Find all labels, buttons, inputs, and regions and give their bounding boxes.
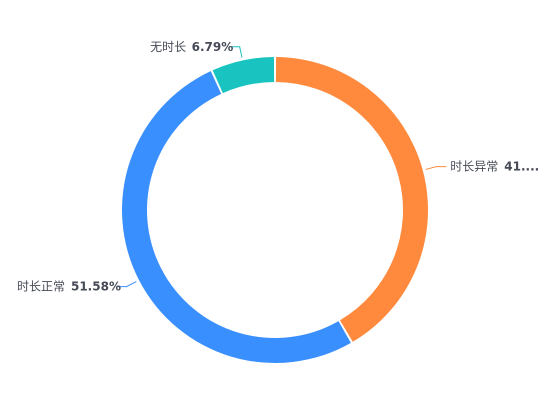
slice-label-name-2: 无时长 (150, 40, 186, 54)
leader-line-0 (425, 166, 447, 170)
slice-label-name-0: 时长异常 (450, 160, 498, 174)
slice-label-1: 时长正常 51.58% (17, 280, 121, 294)
slice-label-name-1: 时长正常 (17, 280, 65, 294)
slice-label-2: 无时长 6.79% (150, 40, 233, 54)
slice-label-pct-0: 41.... (504, 160, 539, 174)
slice-label-pct-1: 51.58% (71, 280, 121, 294)
slice-label-0: 时长异常 41.... (450, 160, 539, 174)
leader-line-1 (116, 281, 137, 288)
leader-line-2 (229, 46, 243, 58)
slice-label-pct-2: 6.79% (192, 40, 234, 54)
donut-slice-0[interactable] (275, 57, 429, 342)
donut-slice-1[interactable] (122, 71, 351, 363)
donut-slice-2[interactable] (212, 57, 275, 94)
